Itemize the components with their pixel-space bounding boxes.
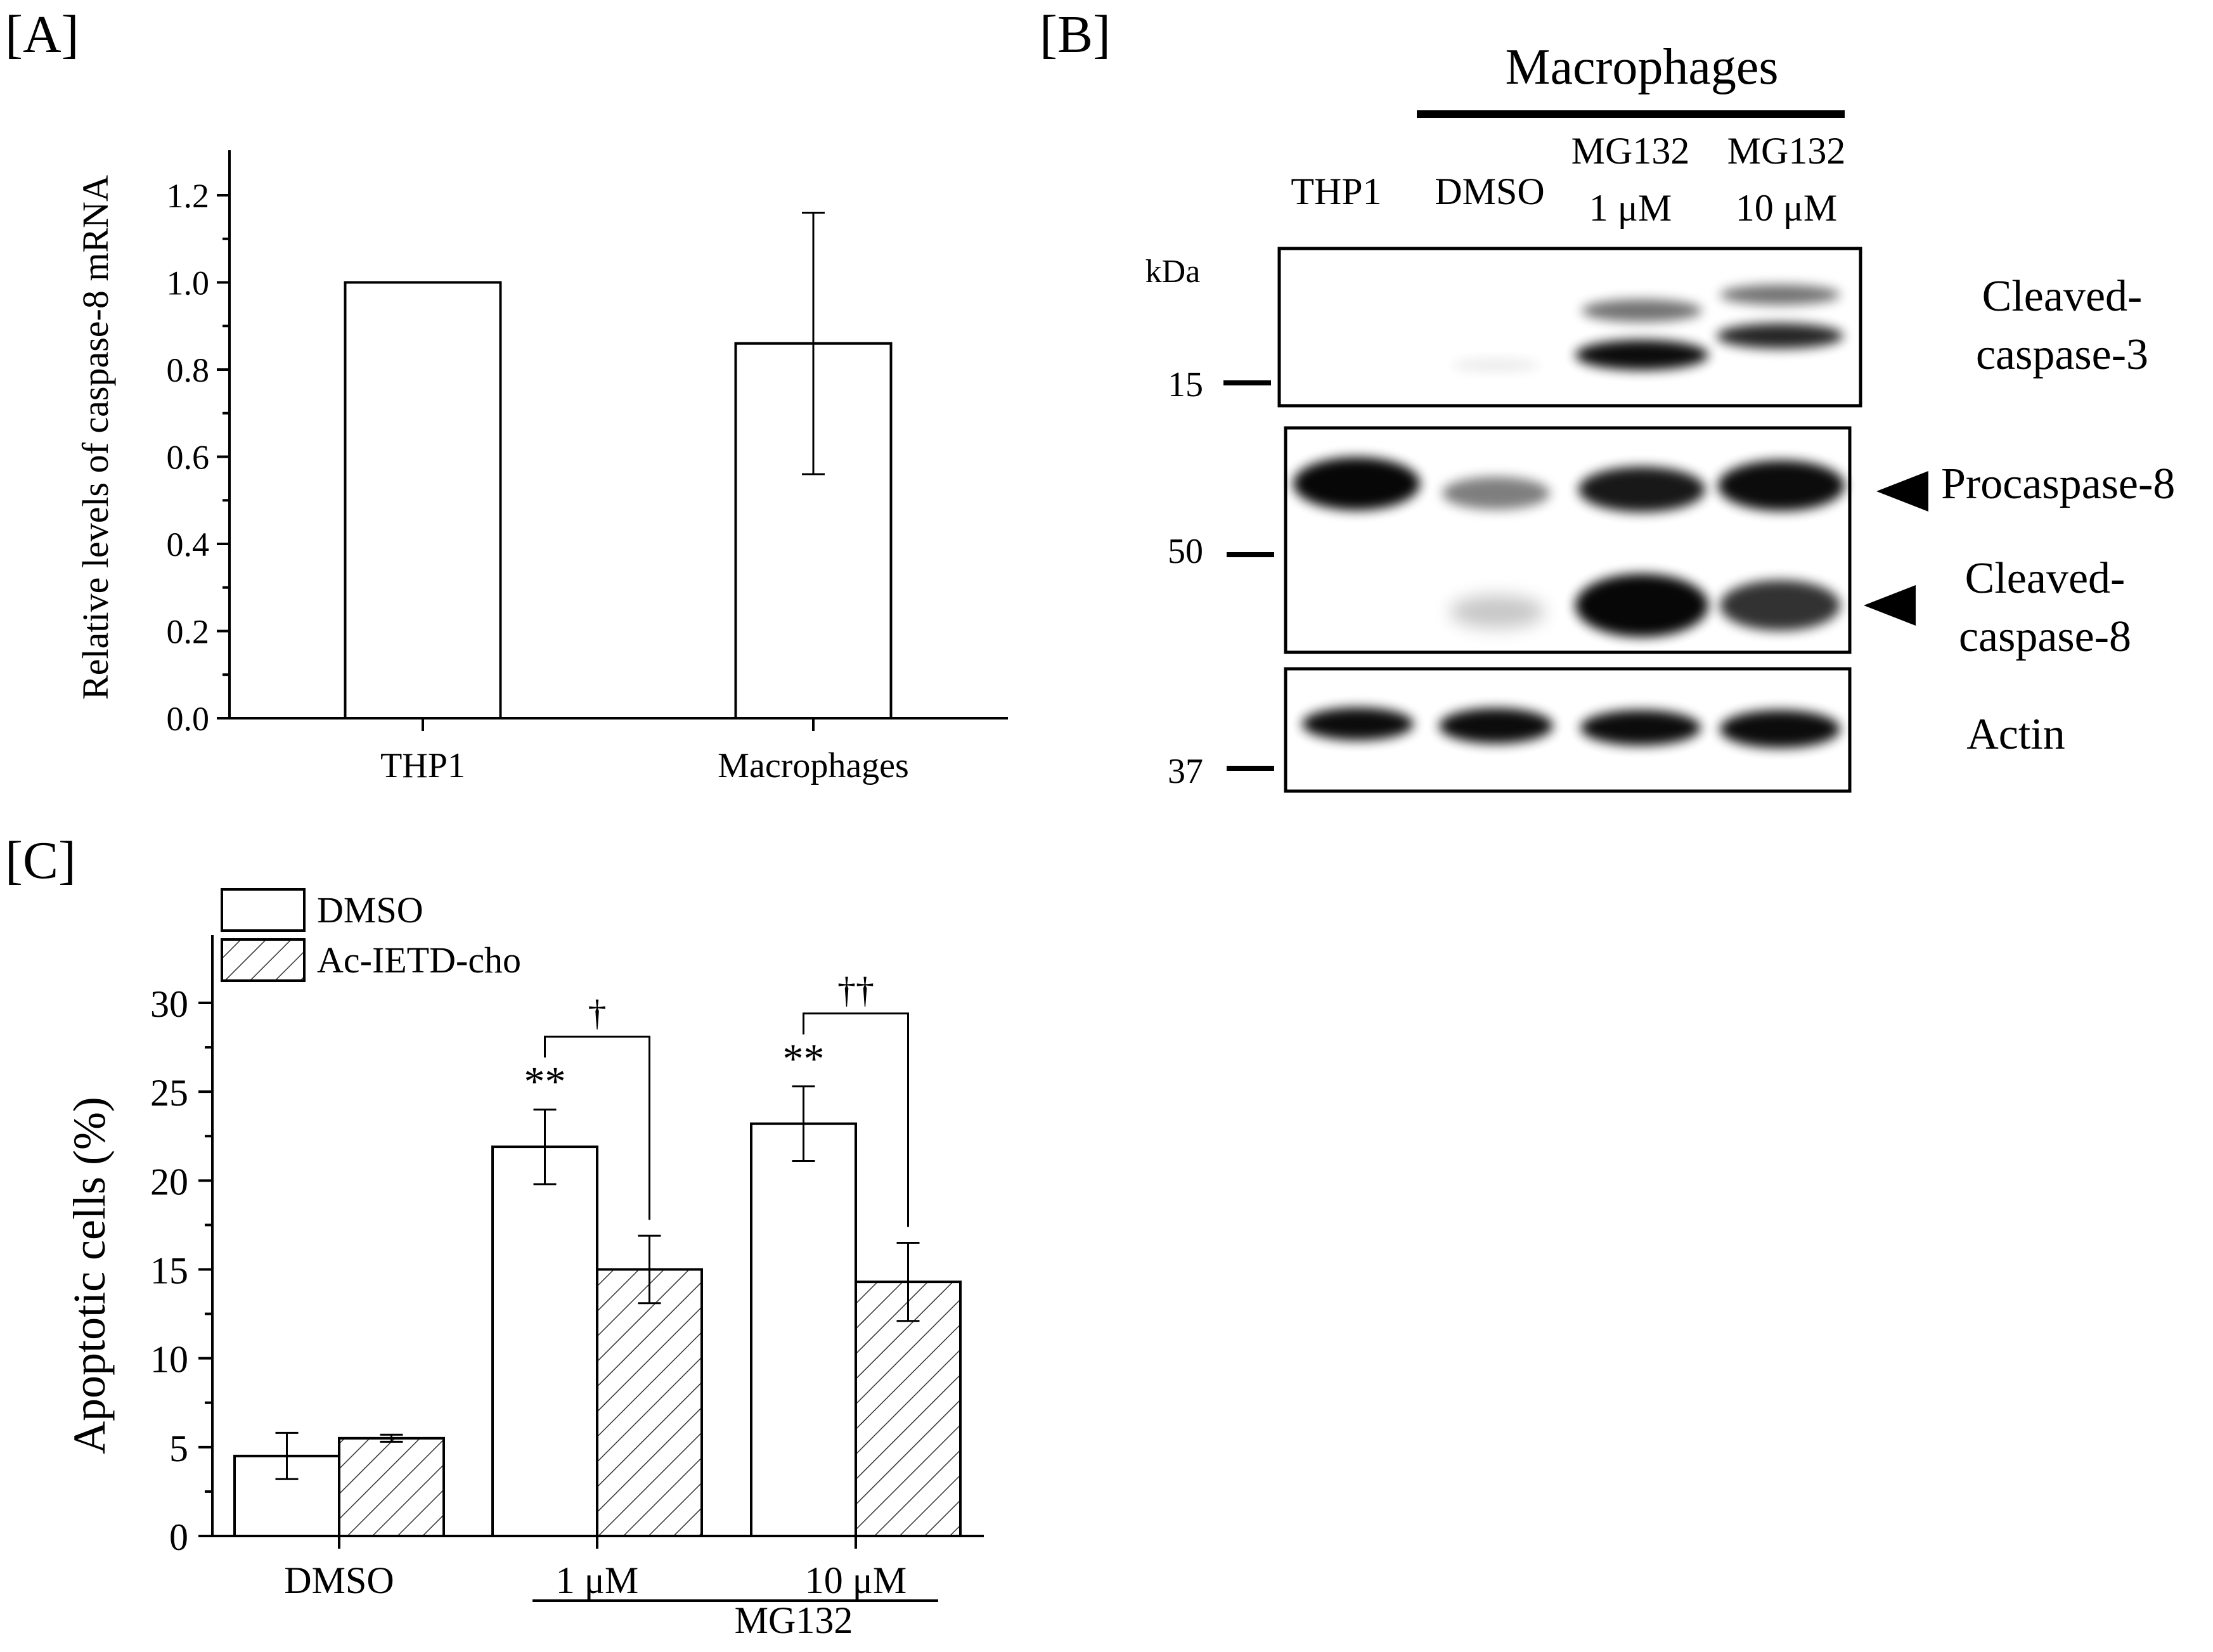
legend-label-ac-ietd-cho: Ac-IETD-cho <box>317 939 521 981</box>
panel-c-axes: 0 5 10 15 20 25 30 DMSO 1 μM ** † 10 μM ** †† <box>150 935 984 1601</box>
band-casp3-dmso <box>1452 359 1540 371</box>
lane-label-dmso: DMSO <box>1435 171 1544 212</box>
marker-15: 15 <box>1168 365 1203 404</box>
band-casp3-10um-lower <box>1717 323 1843 349</box>
band-casp3-10um-upper <box>1720 285 1840 305</box>
panel-c-x-tick-label: DMSO <box>284 1559 394 1601</box>
significance-bracket <box>803 1012 909 1227</box>
panel-c-bar <box>596 1268 703 1537</box>
band-actin-10um <box>1720 710 1840 748</box>
blot-cleaved-caspase3 <box>1277 247 1862 408</box>
panel-c-label: [C] <box>5 831 76 890</box>
panel-b-western-blot: [B] Macrophages THP1 DMSO MG132 1 μM MG1… <box>1040 5 2175 793</box>
panel-a-y-tick-label: 0.2 <box>167 613 210 651</box>
panel-c-bar <box>338 1436 445 1537</box>
panel-a-x-tick-label: Macrophages <box>718 746 909 785</box>
panel-a-y-tick-label: 0.0 <box>167 700 210 738</box>
band-procasp8-1um <box>1578 467 1705 512</box>
panel-a-y-tick-label: 1.0 <box>167 264 210 302</box>
marker-50: 50 <box>1168 532 1203 571</box>
significance-bracket <box>544 1035 650 1220</box>
label-cleaved-caspase3-line2: caspase-3 <box>1976 330 2148 379</box>
band-casp3-1um-lower <box>1575 340 1708 370</box>
blot-actin <box>1284 667 1852 793</box>
panel-a-bar <box>344 281 502 720</box>
panel-a-chart: [A] 0.0 0.2 0.4 0.6 0.8 1.0 1.2 THP1 Macrophages… <box>5 5 1008 785</box>
legend-label-dmso: DMSO <box>317 889 423 931</box>
panel-a-y-axis-label: Relative levels of caspase-8 mRNA <box>75 175 116 700</box>
panel-a-x-tick-label: THP1 <box>380 746 465 785</box>
panel-c-bar <box>491 1145 598 1537</box>
lane-label-thp1: THP1 <box>1291 171 1381 212</box>
panel-a-axes: 0.0 0.2 0.4 0.6 0.8 1.0 1.2 THP1 Macrophages <box>167 150 1008 785</box>
band-actin-1um <box>1580 710 1701 745</box>
lane-label-mg132-1-dose: 1 μM <box>1589 187 1672 229</box>
macrophages-header: Macrophages <box>1506 39 1779 95</box>
panel-c-y-tick-label: 0 <box>169 1516 188 1558</box>
significance-stars: ** <box>783 1036 825 1082</box>
significance-stars: ** <box>524 1059 566 1105</box>
panel-c-bar <box>750 1122 857 1538</box>
lane-label-mg132-10-dose: 10 μM <box>1736 187 1838 229</box>
procaspase8-arrow-icon <box>1876 471 1928 512</box>
band-actin-thp1 <box>1302 707 1414 740</box>
marker-37: 37 <box>1168 752 1203 791</box>
panel-b-label: [B] <box>1040 5 1111 64</box>
band-procasp8-10um <box>1718 460 1845 511</box>
legend-swatch-dmso <box>221 888 306 932</box>
panel-c-group-label: MG132 <box>735 1599 853 1641</box>
panel-c-y-tick-label: 5 <box>169 1428 188 1469</box>
legend-swatch-ac-ietd-cho <box>221 938 306 982</box>
lane-label-mg132-10: MG132 <box>1727 130 1846 172</box>
panel-c-y-tick-label: 30 <box>150 983 188 1025</box>
band-procasp8-thp1 <box>1293 457 1420 510</box>
label-cleaved-caspase8-line1: Cleaved- <box>1965 554 2126 603</box>
panel-c-y-axis-label: Apoptotic cells (%) <box>64 1097 115 1454</box>
lane-label-mg132-1: MG132 <box>1571 130 1690 172</box>
panel-c-y-tick-label: 15 <box>150 1250 188 1292</box>
band-procasp8-dmso <box>1442 477 1550 510</box>
kda-label: kDa <box>1145 254 1201 290</box>
panel-c-x-tick-label: 10 μM <box>805 1559 907 1601</box>
label-actin: Actin <box>1966 710 2065 759</box>
panel-a-y-tick-label: 0.8 <box>167 351 210 389</box>
panel-c-y-tick-label: 20 <box>150 1161 188 1203</box>
band-actin-dmso <box>1439 708 1553 744</box>
panel-a-label: [A] <box>5 5 79 64</box>
band-cleaved-casp8-1um <box>1575 574 1708 637</box>
band-casp3-1um-upper <box>1582 299 1702 322</box>
panel-c-legend: DMSO Ac-IETD-cho <box>221 888 521 982</box>
panel-a-y-tick-label: 1.2 <box>167 177 210 215</box>
label-procaspase8: Procaspase-8 <box>1941 460 2175 508</box>
panel-c-y-tick-label: 10 <box>150 1339 188 1381</box>
band-cleaved-casp8-dmso <box>1450 595 1545 628</box>
panel-c-chart: [C] 0 5 10 15 20 25 30 DMSO 1 μM ** † 10 μM ** †† Apo… <box>5 831 984 1641</box>
label-cleaved-caspase3-line1: Cleaved- <box>1982 272 2143 321</box>
cleaved-caspase8-arrow-icon <box>1864 585 1916 626</box>
significance-dagger: † <box>588 992 607 1033</box>
band-cleaved-casp8-10um <box>1720 580 1840 631</box>
blot-caspase8 <box>1284 426 1852 654</box>
panel-c-x-tick-label: 1 μM <box>556 1559 639 1601</box>
panel-a-y-tick-label: 0.4 <box>167 526 210 564</box>
significance-dagger: †† <box>837 969 874 1010</box>
panel-c-y-tick-label: 25 <box>150 1072 188 1114</box>
label-cleaved-caspase8-line2: caspase-8 <box>1959 612 2131 661</box>
panel-a-y-tick-label: 0.6 <box>167 439 210 477</box>
